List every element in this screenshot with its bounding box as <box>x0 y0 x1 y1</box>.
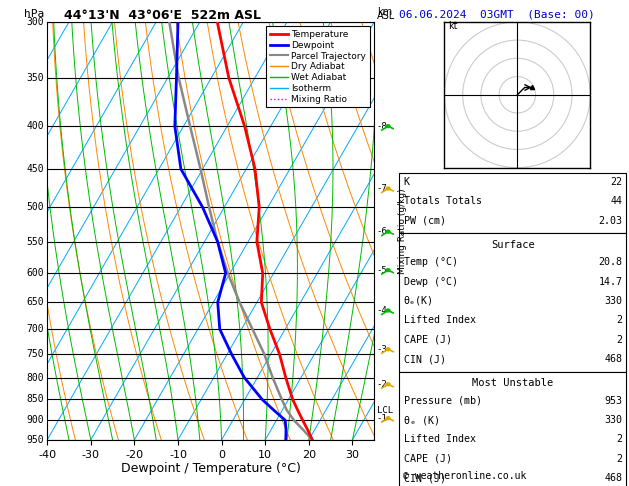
Text: CIN (J): CIN (J) <box>404 354 446 364</box>
Text: 330: 330 <box>604 415 623 425</box>
Legend: Temperature, Dewpoint, Parcel Trajectory, Dry Adiabat, Wet Adiabat, Isotherm, Mi: Temperature, Dewpoint, Parcel Trajectory… <box>266 26 370 107</box>
Text: PW (cm): PW (cm) <box>404 216 446 226</box>
Text: 700: 700 <box>26 324 44 334</box>
Text: -8: -8 <box>377 122 387 131</box>
Text: 468: 468 <box>604 473 623 484</box>
Text: hPa: hPa <box>24 9 44 19</box>
Text: Pressure (mb): Pressure (mb) <box>404 396 482 406</box>
Text: -1: -1 <box>377 414 387 423</box>
Text: © weatheronline.co.uk: © weatheronline.co.uk <box>403 471 526 481</box>
Text: 20.8: 20.8 <box>599 257 623 267</box>
Text: -6: -6 <box>377 227 387 236</box>
Text: 06.06.2024  03GMT  (Base: 00): 06.06.2024 03GMT (Base: 00) <box>399 9 595 19</box>
X-axis label: Dewpoint / Temperature (°C): Dewpoint / Temperature (°C) <box>121 462 301 475</box>
Text: -7: -7 <box>377 184 387 193</box>
Text: 44°13'N  43°06'E  522m ASL: 44°13'N 43°06'E 522m ASL <box>64 9 260 22</box>
Text: 2: 2 <box>616 434 623 445</box>
Text: 400: 400 <box>26 121 44 131</box>
Text: 2: 2 <box>616 335 623 345</box>
Text: 850: 850 <box>26 395 44 404</box>
Text: -3: -3 <box>377 345 387 354</box>
Text: Lifted Index: Lifted Index <box>404 315 476 326</box>
Text: 800: 800 <box>26 372 44 382</box>
Text: 2: 2 <box>616 315 623 326</box>
Text: CIN (J): CIN (J) <box>404 473 446 484</box>
Text: km: km <box>377 7 392 17</box>
Text: -2: -2 <box>377 380 387 389</box>
Text: Surface: Surface <box>491 240 535 250</box>
Text: Mixing Ratio (g/kg): Mixing Ratio (g/kg) <box>398 188 407 274</box>
Text: 350: 350 <box>26 73 44 83</box>
Text: 22: 22 <box>611 177 623 187</box>
Text: 468: 468 <box>604 354 623 364</box>
Text: K: K <box>404 177 410 187</box>
Text: -4: -4 <box>377 306 387 315</box>
Text: 44: 44 <box>611 196 623 207</box>
Text: 750: 750 <box>26 349 44 359</box>
Text: Temp (°C): Temp (°C) <box>404 257 458 267</box>
Text: ASL: ASL <box>377 11 396 21</box>
Text: Dewp (°C): Dewp (°C) <box>404 277 458 287</box>
Text: Totals Totals: Totals Totals <box>404 196 482 207</box>
Text: θₑ (K): θₑ (K) <box>404 415 440 425</box>
Text: θₑ(K): θₑ(K) <box>404 296 434 306</box>
Text: 600: 600 <box>26 268 44 278</box>
Text: -5: -5 <box>377 266 387 275</box>
Text: Most Unstable: Most Unstable <box>472 378 554 388</box>
Text: Lifted Index: Lifted Index <box>404 434 476 445</box>
Text: 14.7: 14.7 <box>599 277 623 287</box>
Text: 900: 900 <box>26 415 44 425</box>
Text: 330: 330 <box>604 296 623 306</box>
Text: 2: 2 <box>616 454 623 464</box>
Text: 550: 550 <box>26 237 44 247</box>
Text: 450: 450 <box>26 164 44 174</box>
Text: CAPE (J): CAPE (J) <box>404 335 452 345</box>
Text: CAPE (J): CAPE (J) <box>404 454 452 464</box>
Text: LCL: LCL <box>377 405 393 415</box>
Text: 300: 300 <box>26 17 44 27</box>
Text: 953: 953 <box>604 396 623 406</box>
Text: kt: kt <box>448 21 457 31</box>
Text: 2.03: 2.03 <box>599 216 623 226</box>
Text: 950: 950 <box>26 435 44 445</box>
Text: 500: 500 <box>26 202 44 212</box>
Text: 650: 650 <box>26 297 44 307</box>
